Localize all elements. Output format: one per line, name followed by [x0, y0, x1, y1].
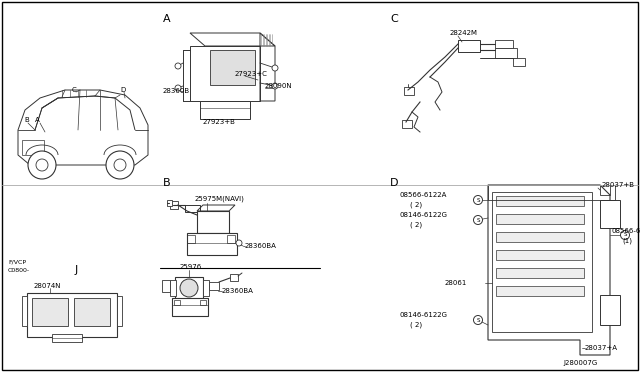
Bar	[600, 200, 620, 228]
Bar	[190, 46, 260, 101]
Text: S: S	[476, 198, 480, 202]
Bar	[458, 40, 480, 52]
Bar	[200, 101, 250, 119]
Circle shape	[474, 215, 483, 224]
Bar	[495, 40, 513, 48]
Bar	[496, 214, 584, 224]
Circle shape	[272, 83, 278, 89]
Bar	[52, 334, 82, 342]
Bar	[210, 50, 255, 85]
Text: ( 2): ( 2)	[410, 321, 422, 327]
Bar	[172, 298, 208, 316]
Text: (1): (1)	[622, 237, 632, 244]
Text: 08146-6122G: 08146-6122G	[400, 312, 448, 318]
Bar	[174, 300, 180, 305]
Text: A: A	[35, 117, 40, 123]
Text: B: B	[24, 117, 29, 123]
Bar	[22, 296, 27, 326]
Bar	[197, 211, 229, 233]
Bar	[167, 200, 172, 206]
Circle shape	[236, 240, 242, 246]
Bar	[162, 280, 170, 292]
Bar	[227, 235, 235, 243]
Bar	[22, 140, 44, 155]
Bar	[187, 235, 195, 243]
Bar	[496, 286, 584, 296]
Circle shape	[175, 63, 181, 69]
Bar	[27, 293, 117, 337]
Circle shape	[621, 231, 630, 240]
Bar	[170, 280, 176, 296]
Bar	[496, 196, 584, 206]
Text: 08146-6122G: 08146-6122G	[400, 212, 448, 218]
Bar	[175, 277, 203, 299]
Text: S: S	[623, 232, 627, 237]
Bar	[496, 250, 584, 260]
Bar	[600, 295, 620, 325]
Text: ( 2): ( 2)	[410, 221, 422, 228]
Text: 28242M: 28242M	[450, 30, 478, 36]
Bar	[230, 274, 238, 281]
Text: B: B	[163, 178, 171, 188]
Text: 28360B: 28360B	[163, 88, 190, 94]
Text: 25976: 25976	[180, 264, 202, 270]
Circle shape	[474, 196, 483, 205]
Text: C0800-: C0800-	[8, 268, 30, 273]
Bar	[209, 282, 219, 290]
Bar	[203, 280, 209, 296]
Bar	[492, 192, 592, 332]
Text: C: C	[72, 87, 77, 93]
Bar	[74, 298, 110, 326]
Bar	[495, 48, 517, 58]
Bar	[187, 233, 237, 255]
Circle shape	[175, 85, 181, 91]
Bar	[496, 232, 584, 242]
Text: 28037+B: 28037+B	[602, 182, 635, 188]
Text: 28037+A: 28037+A	[585, 345, 618, 351]
Text: J280007G: J280007G	[563, 360, 597, 366]
Text: 28061: 28061	[445, 280, 467, 286]
Text: 28360BA: 28360BA	[222, 288, 254, 294]
Text: 08566-6162A: 08566-6162A	[612, 228, 640, 234]
Circle shape	[272, 65, 278, 71]
Bar	[170, 201, 178, 209]
Circle shape	[180, 279, 198, 297]
Text: J: J	[75, 265, 78, 275]
Text: 28074N: 28074N	[34, 283, 61, 289]
Text: 27923+B: 27923+B	[203, 119, 236, 125]
Text: S: S	[476, 317, 480, 323]
Bar	[117, 296, 122, 326]
Text: ( 2): ( 2)	[410, 201, 422, 208]
Bar	[404, 87, 414, 95]
Bar	[402, 120, 412, 128]
Text: 08566-6122A: 08566-6122A	[400, 192, 447, 198]
Circle shape	[106, 151, 134, 179]
Circle shape	[28, 151, 56, 179]
Text: D: D	[390, 178, 399, 188]
Text: 28360BA: 28360BA	[245, 243, 277, 249]
Circle shape	[474, 315, 483, 324]
Text: F/VCP: F/VCP	[8, 260, 26, 265]
Text: C: C	[390, 14, 397, 24]
Bar	[513, 58, 525, 66]
Bar	[200, 300, 206, 305]
Text: 27923+C: 27923+C	[235, 71, 268, 77]
Text: S: S	[476, 218, 480, 222]
Text: D: D	[120, 87, 125, 93]
Bar	[496, 268, 584, 278]
Bar	[32, 298, 68, 326]
Bar	[185, 205, 200, 212]
Text: A: A	[163, 14, 171, 24]
Text: 28090N: 28090N	[265, 83, 292, 89]
Text: 25975M(NAVI): 25975M(NAVI)	[195, 195, 245, 202]
